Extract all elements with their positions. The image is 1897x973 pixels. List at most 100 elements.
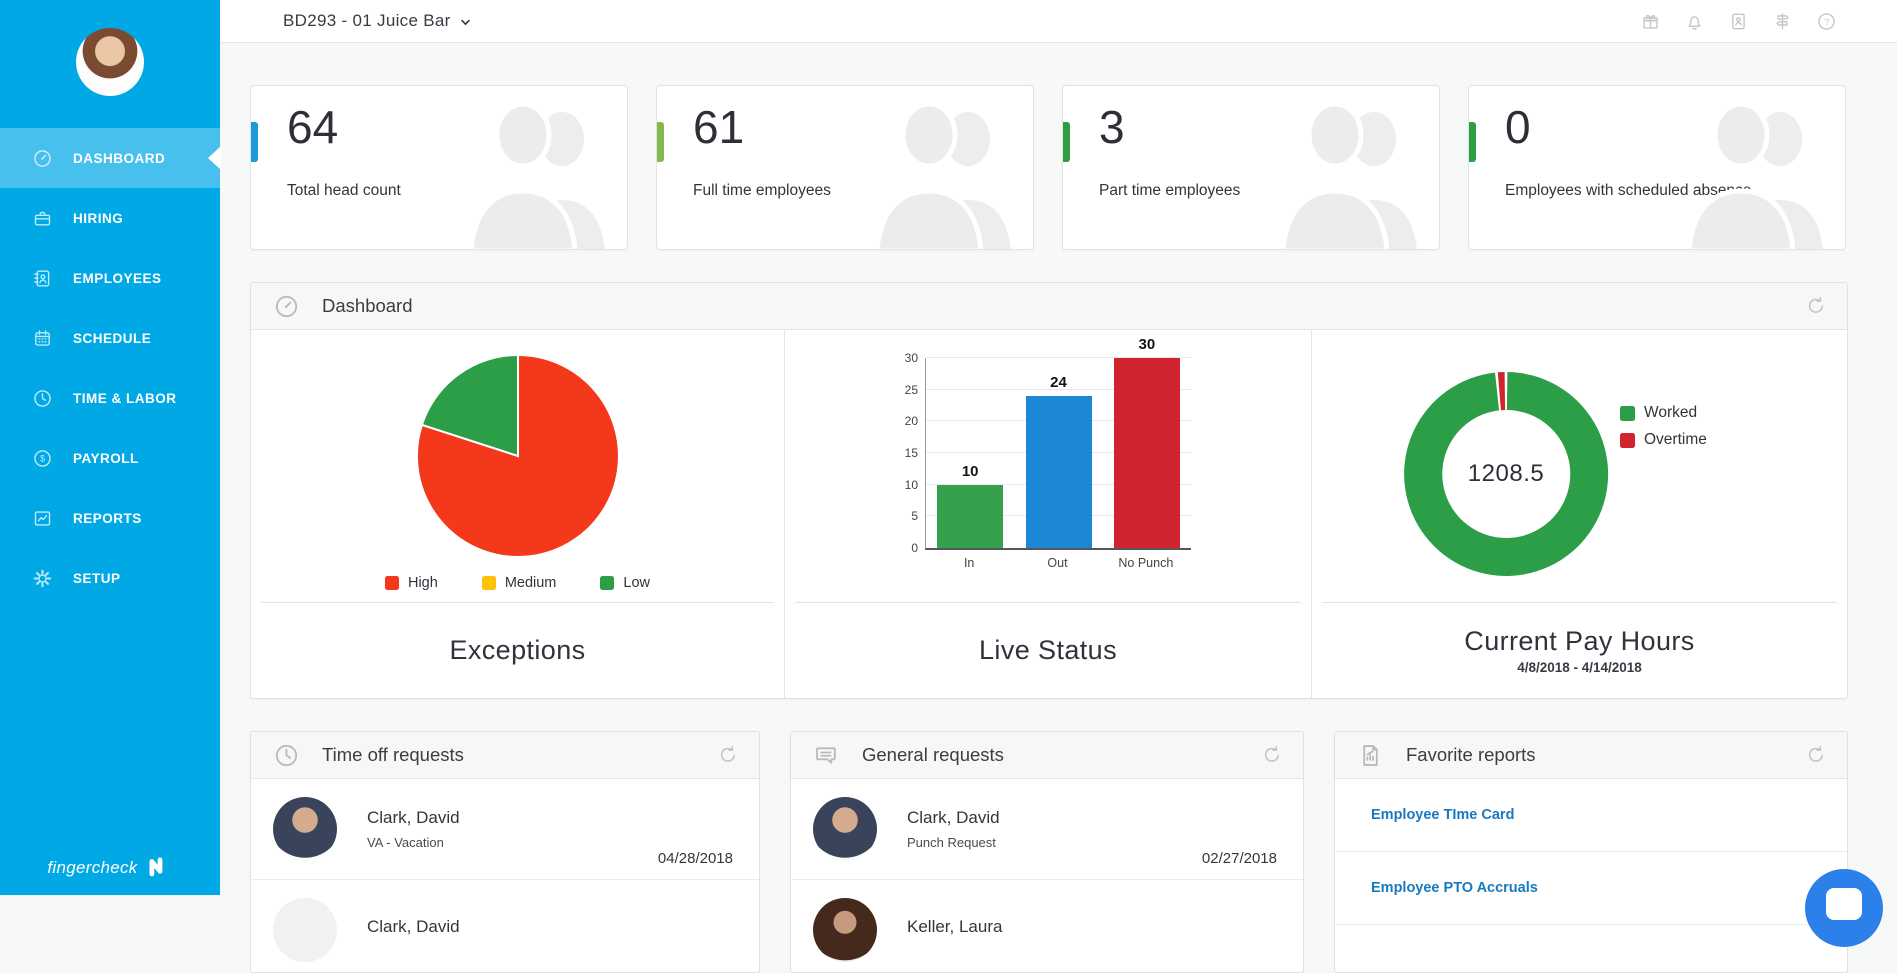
time-off-requests-panel: Time off requests Clark, David VA - Vaca… [250,731,760,973]
y-tick-label: 5 [892,509,918,523]
pay-hours-donut-chart[interactable]: 1208.5 [1400,368,1612,580]
request-row-keller-laura[interactable]: Keller, Laura [791,880,1303,973]
gauge-icon [32,148,53,169]
clock-icon [273,742,300,769]
sidebar-item-dashboard[interactable]: DASHBOARD [0,128,220,188]
chevron-down-icon [459,14,472,29]
stat-card-employees-with-scheduled-absence[interactable]: 0 Employees with scheduled absence [1468,85,1846,250]
report-link-employee-time-card[interactable]: Employee TIme Card [1371,807,1514,823]
bar-value-label: 10 [925,463,1015,480]
request-name: Clark, David [367,808,460,828]
favorite-reports-panel: Favorite reports Employee TIme Card Empl… [1334,731,1848,973]
topbar: BD293 - 01 Juice Bar ? [220,0,1897,43]
legend-label: High [408,575,438,591]
x-axis-label: No Punch [1101,556,1191,570]
sidebar-item-employees[interactable]: EMPLOYEES [0,248,220,308]
avatar [813,797,877,861]
avatar [813,898,877,962]
legend-label: Overtime [1644,431,1707,449]
user-avatar[interactable] [76,28,144,96]
company-selector[interactable]: BD293 - 01 Juice Bar [283,11,472,31]
general-requests-header: General requests [791,732,1303,779]
stat-value: 61 [693,100,744,154]
pay-hours-date-range: 4/8/2018 - 4/14/2018 [1517,660,1642,675]
general-request-list: Clark, David Punch Request 02/27/2018 Ke… [791,779,1303,973]
exceptions-title: Exceptions [449,635,585,666]
signpost-icon[interactable] [1772,11,1793,32]
gear-icon [32,568,53,589]
sidebar-item-label: TIME & LABOR [73,391,177,406]
request-row-clark-david[interactable]: Clark, David [251,880,759,973]
refresh-icon[interactable] [717,744,739,766]
legend-item-high: High [385,575,438,591]
sidebar-item-label: HIRING [73,211,123,226]
bar-value-label: 24 [1014,374,1104,391]
sidebar-item-hiring[interactable]: HIRING [0,188,220,248]
report-icon [1357,742,1384,769]
time-off-request-list: Clark, David VA - Vacation 04/28/2018 Cl… [251,779,759,973]
help-icon[interactable]: ? [1816,11,1837,32]
stat-card-part-time-employees[interactable]: 3 Part time employees [1062,85,1440,250]
bottom-panels-row: Time off requests Clark, David VA - Vaca… [250,731,1897,973]
request-name: Clark, David [907,808,1000,828]
legend-swatch [385,576,399,590]
sidebar-item-schedule[interactable]: SCHEDULE [0,308,220,368]
favorite-report-row[interactable]: Employee TIme Card [1335,779,1847,852]
favorite-reports-title: Favorite reports [1406,744,1536,766]
favorite-reports-header: Favorite reports [1335,732,1847,779]
request-date: 02/27/2018 [1202,850,1277,867]
refresh-icon[interactable] [1261,744,1283,766]
svg-text:$: $ [40,453,45,463]
bell-icon[interactable] [1684,11,1705,32]
gauge-icon [273,293,300,320]
sidebar-item-label: EMPLOYEES [73,271,162,286]
sidebar-item-payroll[interactable]: $ PAYROLL [0,428,220,488]
stat-label: Part time employees [1099,182,1240,200]
dashboard-panel-title: Dashboard [322,295,413,317]
favorite-report-list: Employee TIme Card Employee PTO Accruals [1335,779,1847,925]
stat-card-total-head-count[interactable]: 64 Total head count [250,85,628,250]
contacts-icon[interactable] [1728,11,1749,32]
clock-icon [32,388,53,409]
report-link-employee-pto-accruals[interactable]: Employee PTO Accruals [1371,880,1538,896]
legend-swatch [600,576,614,590]
stat-label: Full time employees [693,182,831,200]
stat-accent-bar [1062,122,1070,162]
avatar [273,898,337,962]
refresh-icon[interactable] [1805,295,1827,317]
request-name: Clark, David [367,917,460,937]
briefcase-icon [32,208,53,229]
favorite-report-row[interactable]: Employee PTO Accruals [1335,852,1847,925]
stat-card-full-time-employees[interactable]: 61 Full time employees [656,85,1034,250]
sidebar-item-reports[interactable]: REPORTS [0,488,220,548]
gift-icon[interactable] [1640,11,1661,32]
sidebar-item-label: REPORTS [73,511,142,526]
refresh-icon[interactable] [1805,744,1827,766]
sidebar-item-time-labor[interactable]: TIME & LABOR [0,368,220,428]
sidebar-item-setup[interactable]: SETUP [0,548,220,608]
time-off-requests-title: Time off requests [322,744,464,766]
stat-value: 64 [287,100,338,154]
request-name: Keller, Laura [907,917,1002,937]
x-axis-label: In [924,556,1014,570]
bar-out[interactable] [1026,396,1092,548]
stat-value: 3 [1099,100,1125,154]
request-row-clark-david[interactable]: Clark, David Punch Request 02/27/2018 [791,779,1303,880]
bar-no-punch[interactable] [1114,358,1180,548]
sidebar: DASHBOARD HIRING EMPLOYEES SCHEDULE TIME… [0,0,220,895]
time-off-requests-header: Time off requests [251,732,759,779]
sidebar-nav: DASHBOARD HIRING EMPLOYEES SCHEDULE TIME… [0,128,220,608]
request-detail: VA - Vacation [367,835,460,850]
exceptions-pie-chart[interactable] [414,330,622,565]
x-axis-label: Out [1013,556,1103,570]
request-row-clark-david[interactable]: Clark, David VA - Vacation 04/28/2018 [251,779,759,880]
company-title-label: BD293 - 01 Juice Bar [283,11,451,31]
bar-in[interactable] [937,485,1003,548]
